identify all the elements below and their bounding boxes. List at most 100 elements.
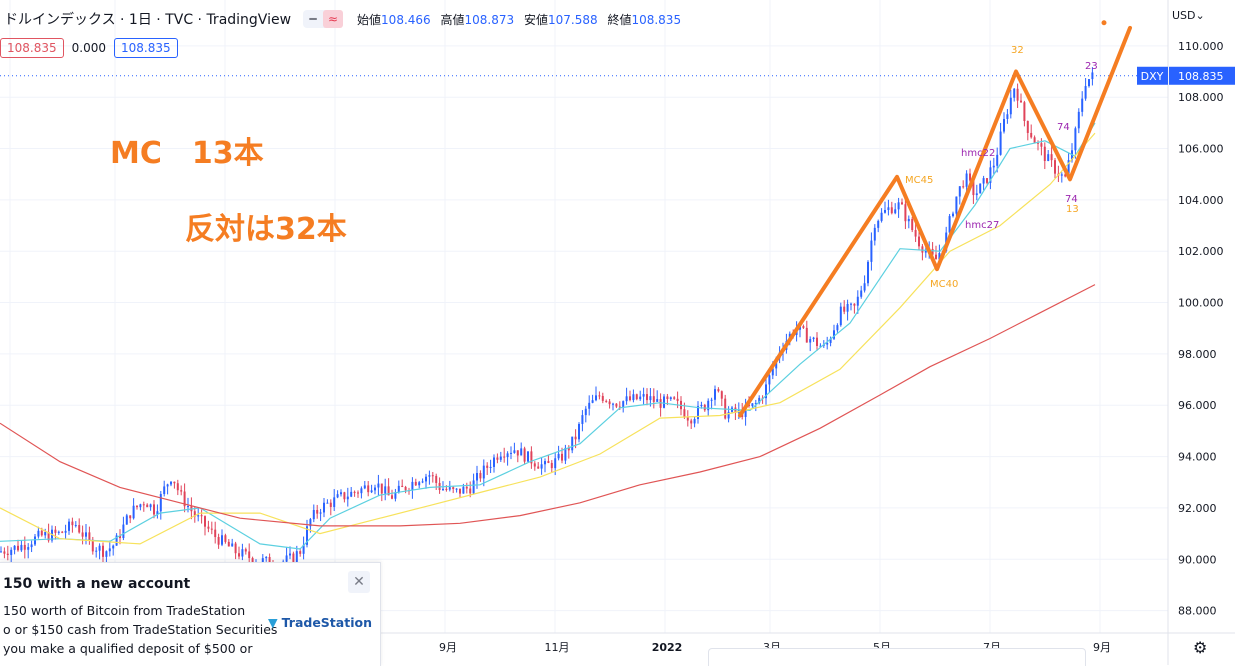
candle-body <box>561 453 563 461</box>
chart-title: ドルインデックス · 1日 · TVC · TradingView <box>4 12 292 28</box>
ohlc-low-value: 107.588 <box>547 12 598 27</box>
candle-body <box>251 558 254 564</box>
candle-body <box>1054 160 1056 174</box>
candle-body <box>136 505 138 508</box>
candle-body <box>244 549 247 552</box>
candle-body <box>1077 111 1080 129</box>
candle-body <box>312 509 315 520</box>
candle-body <box>210 528 213 530</box>
candle-body <box>479 473 482 479</box>
candle-body <box>40 530 43 536</box>
candle-body <box>897 202 900 210</box>
y-tick-label: 92.000 <box>1178 502 1217 515</box>
tradestation-logo[interactable]: ▼ TradeStation <box>268 615 372 630</box>
candle-body <box>1003 118 1005 132</box>
candle-body <box>1088 79 1090 87</box>
candle-body <box>238 553 240 557</box>
candle-body <box>965 173 968 187</box>
ohlc-open-label: 始値 <box>357 12 382 27</box>
candle-body <box>690 420 693 424</box>
candle-body <box>901 202 903 205</box>
candle-body <box>319 512 322 514</box>
candle-body <box>129 515 132 519</box>
y-tick-label: 100.000 <box>1178 297 1224 310</box>
x-tick-label: 9月 <box>1093 641 1111 654</box>
candle-body <box>180 490 183 492</box>
candle-body <box>584 408 587 416</box>
sell-button[interactable]: 108.835 <box>0 38 64 58</box>
candle-body <box>187 506 189 508</box>
candle-body <box>0 551 2 553</box>
candle-body <box>78 525 81 533</box>
tradestation-logo-text: TradeStation <box>281 615 372 630</box>
candle-body <box>23 544 26 550</box>
annotation-sub: 反対は32本 <box>185 212 347 247</box>
candle-body <box>683 409 686 418</box>
candle-body <box>503 456 506 458</box>
toggle-line-icon[interactable]: ━ <box>309 12 317 26</box>
candle-body <box>999 131 1002 155</box>
candle-body <box>622 401 625 408</box>
candle-body <box>618 406 621 408</box>
x-tick-label: 11月 <box>545 641 570 654</box>
candle-body <box>333 497 336 507</box>
promo-line-3: you make a qualified deposit of $500 or <box>3 641 253 656</box>
candle-body <box>581 415 584 424</box>
candle-body <box>992 165 995 168</box>
candle-body <box>248 551 251 559</box>
drawing-toolbar[interactable] <box>708 648 1086 666</box>
candle-body <box>506 453 509 458</box>
candles <box>0 67 1094 577</box>
candle-body <box>812 337 815 340</box>
candle-body <box>329 502 332 507</box>
currency-label[interactable]: USD <box>1172 9 1196 22</box>
candle-body <box>853 303 856 306</box>
label-23: 23 <box>1085 61 1098 72</box>
annotation-main: MC 13本 <box>110 136 264 171</box>
candle-body <box>843 306 846 312</box>
candle-body <box>663 396 665 408</box>
candle-body <box>809 339 812 343</box>
candle-body <box>112 545 115 549</box>
y-tick-label: 110.000 <box>1178 40 1224 53</box>
candle-body <box>931 248 934 255</box>
price-axis: 110.000 108.000 106.000 104.000 102.000 100.0… <box>1137 0 1235 665</box>
buy-button[interactable]: 108.835 <box>113 38 178 58</box>
candle-body <box>707 400 710 411</box>
promo-line-2: o or $150 cash from TradeStation Securit… <box>3 622 278 637</box>
style-toggle[interactable]: ━ ≈ <box>303 10 344 28</box>
candle-body <box>173 481 176 484</box>
candle-body <box>493 457 495 467</box>
candle-body <box>693 419 696 424</box>
candle-body <box>170 481 172 485</box>
candle-body <box>17 545 19 551</box>
label-13: 13 <box>1066 204 1079 215</box>
gear-icon[interactable]: ⚙ <box>1193 638 1208 657</box>
candle-body <box>754 402 757 404</box>
candle-body <box>261 558 264 563</box>
candle-body <box>448 487 451 490</box>
candle-body <box>418 482 421 486</box>
candle-body <box>986 178 988 183</box>
candle-body <box>873 227 876 241</box>
chevron-down-icon[interactable]: ⌄ <box>1195 9 1205 22</box>
candle-body <box>367 485 370 493</box>
candle-body <box>550 462 553 469</box>
candle-body <box>346 496 349 500</box>
candle-body <box>431 475 434 477</box>
candle-body <box>884 210 886 213</box>
toggle-wave-icon[interactable]: ≈ <box>323 10 344 28</box>
candle-body <box>717 389 720 392</box>
close-icon[interactable]: ✕ <box>348 571 370 593</box>
candle-body <box>295 551 298 562</box>
candle-body <box>952 213 954 217</box>
label-32: 32 <box>1011 45 1024 56</box>
candle-body <box>863 283 866 291</box>
candle-body <box>227 541 230 547</box>
label-mc45: MC45 <box>905 175 933 186</box>
candle-body <box>299 551 302 554</box>
candle-body <box>125 515 128 525</box>
candle-body <box>629 396 631 401</box>
candle-body <box>391 495 393 499</box>
currency-selector[interactable]: USD⌄ <box>1172 9 1205 22</box>
